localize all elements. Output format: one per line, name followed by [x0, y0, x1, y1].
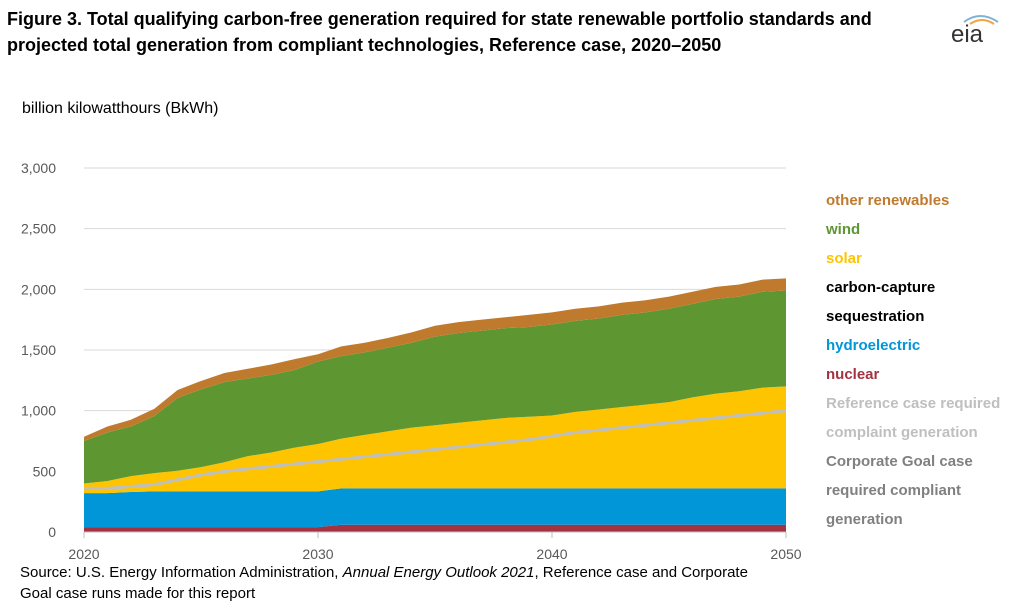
- stacked-areas: [84, 278, 786, 532]
- legend-item: nuclear: [826, 366, 880, 383]
- required-generation-lines: [84, 409, 787, 490]
- x-tick-label: 2040: [536, 546, 567, 562]
- x-tick-label: 2050: [770, 546, 801, 562]
- area-other-renewables: [84, 278, 786, 441]
- legend-item: required compliant: [826, 482, 962, 499]
- legend-item: carbon-capture: [826, 279, 936, 296]
- y-axis-unit-label: billion kilowatthours (BkWh): [22, 100, 219, 117]
- y-tick-label: 1,000: [21, 403, 56, 419]
- chart-title: Figure 3. Total qualifying carbon-free g…: [7, 9, 872, 55]
- area-hydroelectric: [84, 488, 786, 528]
- source-prefix: Source: U.S. Energy Information Administ…: [20, 564, 339, 581]
- line-Reference-case-required-complaint-generation: [84, 409, 787, 490]
- legend-item: Reference case required: [826, 395, 1001, 412]
- x-tick-label: 2030: [302, 546, 333, 562]
- legend-item: sequestration: [826, 308, 925, 325]
- logo-text: eia: [951, 21, 984, 48]
- source-suffix: , Reference case and Corporate Goal case…: [20, 564, 748, 602]
- legend-item: complaint generation: [826, 424, 978, 441]
- legend: other renewables wind solar carbon-capture s…: [826, 186, 1024, 534]
- area-wind: [84, 290, 786, 484]
- x-tick-label: 2020: [68, 546, 99, 562]
- y-tick-label: 2,500: [21, 221, 56, 237]
- area-nuclear: [84, 524, 786, 532]
- legend-item: hydroelectric: [826, 337, 921, 354]
- y-tick-label: 500: [33, 463, 57, 479]
- y-tick-label: 2,000: [21, 281, 56, 297]
- source-publication: Annual Energy Outlook 2021: [342, 564, 535, 581]
- chart-area: 0 500 1,000 1,500 2,000 2,500 3,000 2020 2030 204…: [21, 160, 802, 562]
- legend-item: other renewables: [826, 192, 950, 209]
- legend-item: generation: [826, 511, 903, 528]
- y-tick-label: 3,000: [21, 160, 56, 176]
- source-note: Source: U.S. Energy Information Administ…: [20, 562, 780, 604]
- legend-item: solar: [826, 250, 862, 267]
- legend-item: Corporate Goal case: [826, 453, 973, 470]
- legend-item: wind: [826, 221, 861, 238]
- eia-logo: eia: [951, 15, 999, 48]
- y-tick-label: 0: [48, 524, 56, 540]
- y-tick-label: 1,500: [21, 342, 56, 358]
- axes: 0 500 1,000 1,500 2,000 2,500 3,000 2020 2030 204…: [21, 160, 802, 562]
